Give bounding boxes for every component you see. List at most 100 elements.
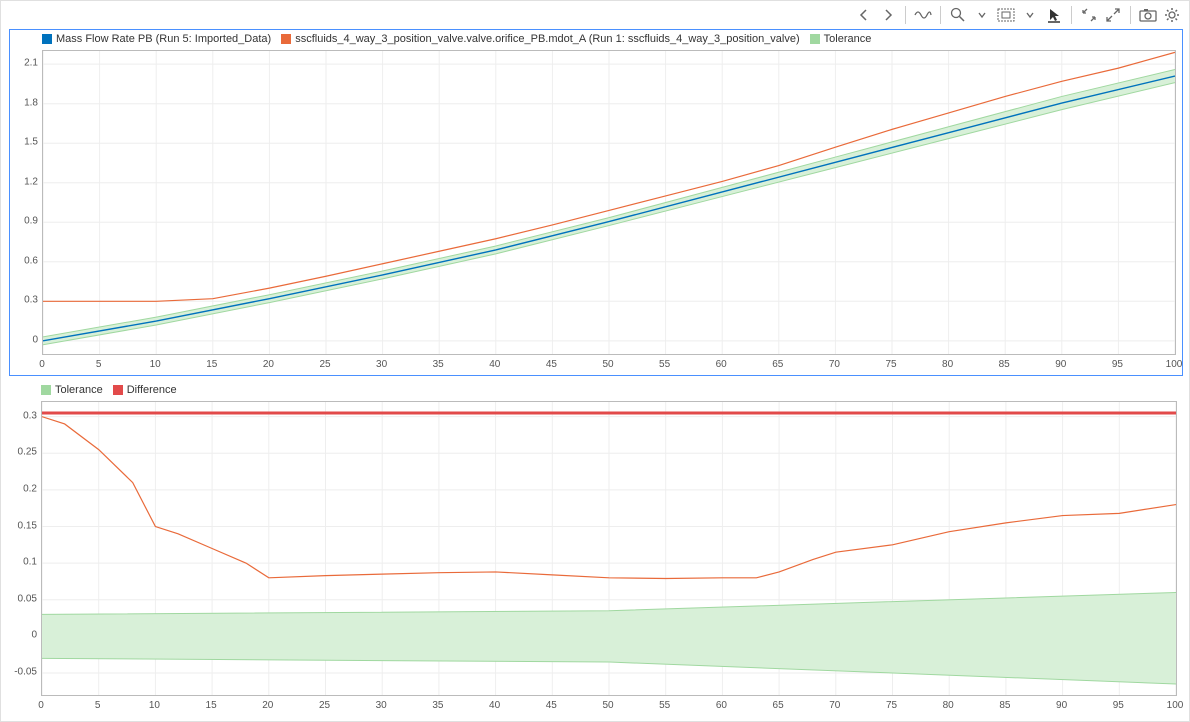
legend-item[interactable]: Tolerance [810,33,872,45]
signal-icon[interactable] [912,4,934,26]
x-tick-label: 75 [886,700,897,711]
y-tick-label: -0.05 [14,667,37,678]
x-tick-label: 35 [432,700,443,711]
x-axis-upper: 0510152025303540455055606570758085909510… [42,357,1176,375]
y-axis-lower: -0.05 0 0.05 0.1 0.15 0.2 0.25 0.3 [9,401,39,696]
fit-icon[interactable] [995,4,1017,26]
legend-label: Tolerance [55,384,103,396]
cursor-icon[interactable] [1043,4,1065,26]
x-tick-label: 30 [376,359,387,370]
legend-item[interactable]: Difference [113,384,177,396]
settings-icon[interactable] [1161,4,1183,26]
x-tick-label: 10 [150,359,161,370]
y-tick-label: 0.15 [18,520,37,531]
x-tick-label: 45 [546,700,557,711]
legend-label: Mass Flow Rate PB (Run 5: Imported_Data) [56,33,271,45]
x-tick-label: 90 [1055,359,1066,370]
x-tick-label: 30 [376,700,387,711]
x-tick-label: 70 [829,700,840,711]
x-tick-label: 50 [602,359,613,370]
x-tick-label: 95 [1112,359,1123,370]
x-tick-label: 85 [999,359,1010,370]
x-tick-label: 25 [319,700,330,711]
toolbar [853,3,1183,27]
x-tick-label: 95 [1113,700,1124,711]
y-tick-label: 2.1 [24,58,38,69]
x-axis-lower: 0510152025303540455055606570758085909510… [41,698,1177,716]
x-tick-label: 100 [1167,700,1184,711]
zoom-dropdown-icon[interactable] [971,4,993,26]
legend-item[interactable]: Mass Flow Rate PB (Run 5: Imported_Data) [42,33,271,45]
x-tick-label: 80 [943,700,954,711]
scope-viewer: Mass Flow Rate PB (Run 5: Imported_Data)… [0,0,1190,722]
y-axis-upper: 0 0.3 0.6 0.9 1.2 1.5 1.8 2.1 [10,50,40,355]
x-tick-label: 55 [659,700,670,711]
legend-label: Tolerance [824,33,872,45]
x-tick-label: 5 [96,359,102,370]
plot-area-lower [41,401,1177,696]
x-tick-label: 0 [39,359,45,370]
y-tick-label: 0 [32,334,38,345]
x-tick-label: 80 [942,359,953,370]
collapse-icon[interactable] [1078,4,1100,26]
y-tick-label: 0.6 [24,255,38,266]
legend-swatch [41,385,51,395]
legend-swatch [42,34,52,44]
legend-swatch [113,385,123,395]
x-tick-label: 0 [38,700,44,711]
x-tick-label: 90 [1056,700,1067,711]
x-tick-label: 65 [772,359,783,370]
legend-label: Difference [127,384,177,396]
x-tick-label: 70 [829,359,840,370]
x-tick-label: 15 [206,359,217,370]
x-tick-label: 85 [999,700,1010,711]
x-tick-label: 15 [206,700,217,711]
x-tick-label: 40 [489,700,500,711]
y-tick-label: 0.2 [23,483,37,494]
nav-forward-icon[interactable] [877,4,899,26]
zoom-icon[interactable] [947,4,969,26]
x-tick-label: 55 [659,359,670,370]
y-tick-label: 0.3 [24,295,38,306]
plot-area-upper [42,50,1176,355]
legend-item[interactable]: sscfluids_4_way_3_position_valve.valve.o… [281,33,799,45]
toolbar-separator [1130,6,1131,24]
lower-plot-panel[interactable]: Tolerance Difference -0.05 0 0.05 0.1 0.15 0.2… [9,381,1183,716]
x-tick-label: 60 [716,700,727,711]
y-tick-label: 0.9 [24,216,38,227]
y-tick-label: 0 [31,630,37,641]
x-tick-label: 25 [319,359,330,370]
legend-swatch [810,34,820,44]
x-tick-label: 35 [433,359,444,370]
legend-item[interactable]: Tolerance [41,384,103,396]
legend-label: sscfluids_4_way_3_position_valve.valve.o… [295,33,799,45]
toolbar-separator [1071,6,1072,24]
x-tick-label: 75 [885,359,896,370]
nav-back-icon[interactable] [853,4,875,26]
fit-dropdown-icon[interactable] [1019,4,1041,26]
x-tick-label: 5 [95,700,101,711]
y-tick-label: 1.2 [24,176,38,187]
toolbar-separator [905,6,906,24]
y-tick-label: 0.1 [23,557,37,568]
x-tick-label: 60 [716,359,727,370]
y-tick-label: 0.25 [18,447,37,458]
x-tick-label: 65 [773,700,784,711]
legend-upper: Mass Flow Rate PB (Run 5: Imported_Data)… [42,33,871,45]
x-tick-label: 40 [489,359,500,370]
upper-plot-panel[interactable]: Mass Flow Rate PB (Run 5: Imported_Data)… [9,29,1183,376]
legend-lower: Tolerance Difference [41,384,177,396]
y-tick-label: 1.5 [24,137,38,148]
y-tick-label: 0.05 [18,593,37,604]
snapshot-icon[interactable] [1137,4,1159,26]
x-tick-label: 100 [1166,359,1183,370]
x-tick-label: 50 [602,700,613,711]
toolbar-separator [940,6,941,24]
y-tick-label: 1.8 [24,97,38,108]
y-tick-label: 0.3 [23,410,37,421]
expand-icon[interactable] [1102,4,1124,26]
x-tick-label: 20 [262,700,273,711]
x-tick-label: 20 [263,359,274,370]
x-tick-label: 10 [149,700,160,711]
legend-swatch [281,34,291,44]
